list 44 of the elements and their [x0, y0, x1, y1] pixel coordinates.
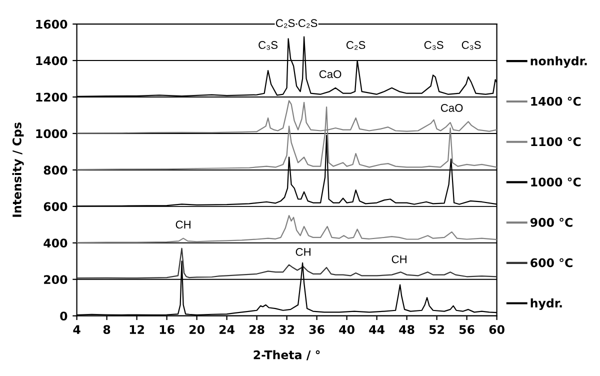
y-tick-label: 800	[44, 166, 68, 175]
legend-label: 1100 °C	[531, 137, 581, 146]
x-tick-label: 52	[429, 325, 444, 334]
legend-label: 1000 °C	[531, 177, 581, 187]
y-tick-label: 1200	[36, 92, 68, 102]
annotation: C₂S	[298, 19, 318, 28]
x-tick-label: 32	[279, 325, 294, 334]
annotation: C₂S	[276, 19, 295, 28]
x-tick-label: 60	[489, 325, 504, 334]
annotation: CH	[176, 220, 190, 229]
x-tick-label: 56	[459, 325, 474, 334]
x-tick-label: 24	[220, 325, 234, 334]
x-axis-title: 2-Theta / °	[254, 350, 320, 360]
x-tick-label: 44	[369, 325, 384, 334]
legend-label: nonhydr.	[530, 56, 587, 68]
annotation: C₃S	[462, 41, 481, 50]
x-tick-label: 48	[399, 325, 414, 334]
y-tick-label: 1000	[36, 129, 68, 138]
legend-label: 1400 °C	[531, 96, 581, 106]
x-tick-label: 12	[130, 325, 144, 334]
y-tick-label: 400	[44, 238, 68, 248]
y-axis-title: Intensity / Cps	[12, 122, 24, 217]
annotation: C₂S	[346, 41, 366, 50]
x-tick-label: 16	[160, 325, 174, 334]
x-tick-label: 20	[190, 325, 204, 334]
annotation: CH	[392, 255, 406, 264]
legend-label: 600 °C	[530, 258, 572, 268]
legend-label: hydr.	[530, 298, 562, 310]
legend-label: 900 °C	[530, 218, 572, 227]
x-tick-label: 40	[339, 325, 354, 334]
y-tick-label: 600	[44, 202, 68, 212]
annotation: C₃S	[258, 41, 278, 50]
x-tick-label: 28	[250, 325, 264, 334]
annotation: CaO	[440, 104, 463, 112]
y-tick-label: 1400	[36, 56, 68, 66]
annotation: CaO	[319, 70, 342, 78]
y-tick-label: 1600	[36, 20, 68, 29]
y-tick-label: 200	[44, 275, 68, 284]
y-tick-label: 0	[60, 312, 68, 320]
annotation: CH	[296, 248, 310, 256]
annotation: C₃S	[424, 41, 444, 50]
x-tick-label: 36	[309, 325, 324, 334]
x-tick-label: 4	[73, 325, 80, 334]
x-tick-label: 8	[103, 325, 110, 334]
